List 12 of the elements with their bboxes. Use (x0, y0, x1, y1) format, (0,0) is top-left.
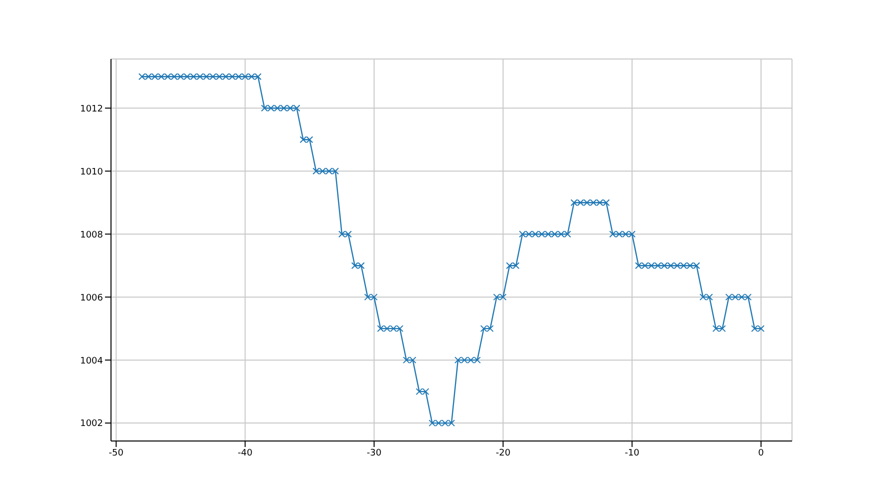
x-tick-label: -20 (496, 448, 511, 458)
x-tick-label: 0 (758, 448, 764, 458)
y-tick-label: 1010 (80, 167, 104, 178)
y-tick-label: 1008 (80, 230, 104, 240)
y-tick-label: 1004 (80, 356, 104, 366)
y-tick-label: 1002 (80, 419, 103, 430)
x-tick-label: -10 (624, 448, 640, 458)
y-tick-label: 1006 (80, 293, 104, 304)
x-tick-label: -40 (238, 448, 253, 458)
x-tick-label: -50 (108, 448, 124, 458)
y-tick-label: 1012 (80, 104, 103, 114)
x-tick-label: -30 (366, 448, 382, 458)
